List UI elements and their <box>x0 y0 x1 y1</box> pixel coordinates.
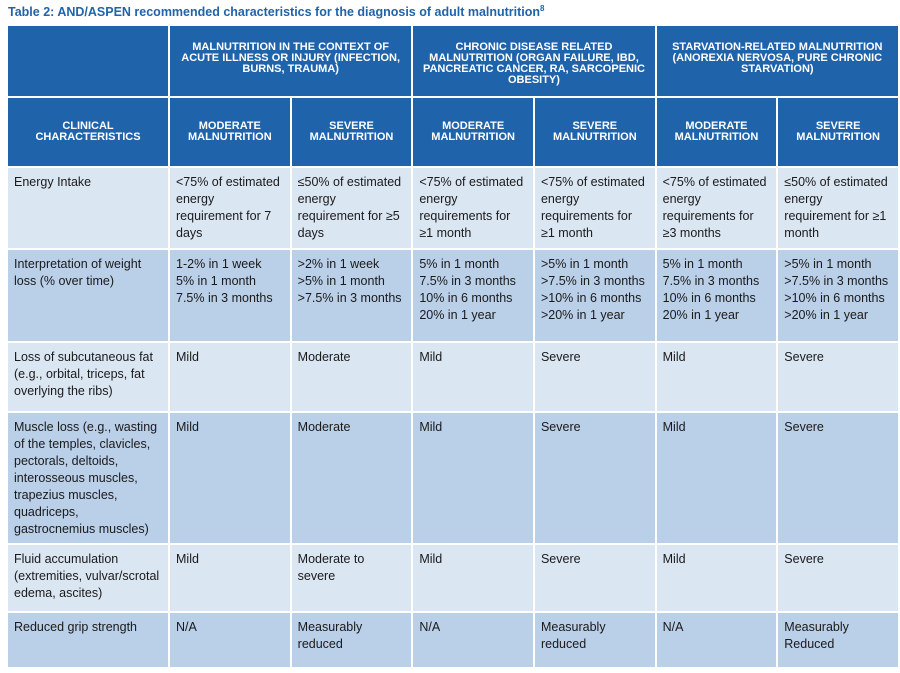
table-cell: Severe <box>778 413 898 543</box>
group-header: Starvation-related malnutrition (anorexi… <box>656 26 898 96</box>
table-cell: 5% in 1 month 7.5% in 3 months 10% in 6 mo… <box>656 250 777 341</box>
table: Malnutrition in the context of acute ill… <box>6 24 900 669</box>
row-label: Energy Intake <box>8 168 168 248</box>
table-cell: Mild <box>656 545 777 611</box>
table-cell: ≤50% of estimated energy requirement for… <box>778 168 898 248</box>
cell-line: >10% in 6 months <box>540 291 642 305</box>
table-cell: N/A <box>170 613 290 667</box>
row-label: Muscle loss (e.g., wasting of the temple… <box>8 413 168 543</box>
table-cell: N/A <box>656 613 777 667</box>
table-cell: Mild <box>413 413 533 543</box>
table-cell: 5% in 1 month 7.5% in 3 months 10% in 6 mo… <box>413 250 533 341</box>
table-cell: <75% of estimated energy requirements fo… <box>534 168 655 248</box>
table-cell: >5% in 1 month >7.5% in 3 months >10% in 6… <box>778 250 898 341</box>
subheader: Moderate malnutrition <box>413 98 533 166</box>
cell-line: >20% in 1 year <box>784 308 869 322</box>
table-cell: <75% of estimated energy requirements fo… <box>656 168 777 248</box>
table-cell: Measurably Reduced <box>778 613 898 667</box>
table-row: Fluid accumulation (extremities, vulvar/… <box>8 545 898 611</box>
table-cell: Mild <box>656 413 777 543</box>
table-cell: Moderate to severe <box>291 545 412 611</box>
table-cell: <75% of estimated energy requirement for… <box>170 168 290 248</box>
table-cell: Moderate <box>291 343 412 411</box>
title-text: Table 2: AND/ASPEN recommended character… <box>8 5 541 20</box>
cell-line: >7.5% in 3 months <box>297 291 402 305</box>
table-cell: >5% in 1 month >7.5% in 3 months >10% in 6… <box>534 250 655 341</box>
table-cell: Mild <box>170 545 290 611</box>
group-header: Malnutrition in the context of acute ill… <box>170 26 412 96</box>
table-row: Reduced grip strength N/A Measurably reduc… <box>8 613 898 667</box>
cell-line: 7.5% in 3 months <box>176 291 273 305</box>
cell-line: 7.5% in 3 months <box>662 274 760 288</box>
cell-line: >5% in 1 month <box>297 274 385 288</box>
table-cell: ≤50% of estimated energy requirement for… <box>291 168 412 248</box>
cell-line: 7.5% in 3 months <box>419 274 516 288</box>
table-cell: Severe <box>534 343 655 411</box>
cell-line: >7.5% in 3 months <box>540 274 645 288</box>
cell-line: 5% in 1 month <box>176 274 256 288</box>
table-cell: Mild <box>170 413 290 543</box>
row-label: Reduced grip strength <box>8 613 168 667</box>
row-label: Interpretation of weight loss (% over ti… <box>8 250 168 341</box>
table-cell: Severe <box>778 343 898 411</box>
subheader: Severe malnutrition <box>534 98 655 166</box>
row-label: Fluid accumulation (extremities, vulvar/… <box>8 545 168 611</box>
table-cell: Moderate <box>291 413 412 543</box>
table-cell: Mild <box>170 343 290 411</box>
cell-line: 10% in 6 months <box>662 291 756 305</box>
title-footnote: 8 <box>540 4 545 13</box>
group-header: Chronic disease related malnutrition (or… <box>413 26 655 96</box>
table-row: Energy Intake <75% of estimated energy re… <box>8 168 898 248</box>
table-cell: >2% in 1 week >5% in 1 month >7.5% in 3 mo… <box>291 250 412 341</box>
table-cell: Measurably reduced <box>291 613 412 667</box>
cell-line: 5% in 1 month <box>419 257 500 271</box>
cell-line: 5% in 1 month <box>662 257 743 271</box>
subheader-row: Clinical characteristics Moderate malnutr… <box>8 98 898 166</box>
table-row: Loss of subcutaneous fat (e.g., orbital,… <box>8 343 898 411</box>
table-cell: Mild <box>413 545 533 611</box>
table-cell: Severe <box>534 413 655 543</box>
subheader: Severe malnutrition <box>291 98 412 166</box>
cell-line: >10% in 6 months <box>784 291 885 305</box>
cell-line: >5% in 1 month <box>540 257 629 271</box>
cell-line: 20% in 1 year <box>419 308 496 322</box>
cell-line: 20% in 1 year <box>662 308 740 322</box>
table-row: Interpretation of weight loss (% over ti… <box>8 250 898 341</box>
subheader: Moderate malnutrition <box>170 98 290 166</box>
subheader: Clinical characteristics <box>8 98 168 166</box>
cell-line: >20% in 1 year <box>540 308 625 322</box>
table-cell: 1-2% in 1 week 5% in 1 month 7.5% in 3 mon… <box>170 250 290 341</box>
table-cell: N/A <box>413 613 533 667</box>
table-cell: Severe <box>778 545 898 611</box>
row-label: Loss of subcutaneous fat (e.g., orbital,… <box>8 343 168 411</box>
header-cell <box>8 26 168 96</box>
group-header-row: Malnutrition in the context of acute ill… <box>8 26 898 96</box>
table-cell: Severe <box>534 545 655 611</box>
subheader: Severe malnutrition <box>778 98 898 166</box>
table-title: Table 2: AND/ASPEN recommended character… <box>8 4 545 19</box>
cell-line: >5% in 1 month <box>784 257 872 271</box>
table-cell: Measurably reduced <box>534 613 655 667</box>
table-cell: <75% of estimated energy requirements fo… <box>413 168 533 248</box>
cell-line: >7.5% in 3 months <box>784 274 889 288</box>
table-cell: Mild <box>656 343 777 411</box>
table-row: Muscle loss (e.g., wasting of the temple… <box>8 413 898 543</box>
table-cell: Mild <box>413 343 533 411</box>
cell-line: 10% in 6 months <box>419 291 513 305</box>
subheader: Moderate malnutrition <box>656 98 777 166</box>
cell-line: 1-2% in 1 week <box>176 257 262 271</box>
cell-line: >2% in 1 week <box>297 257 380 271</box>
